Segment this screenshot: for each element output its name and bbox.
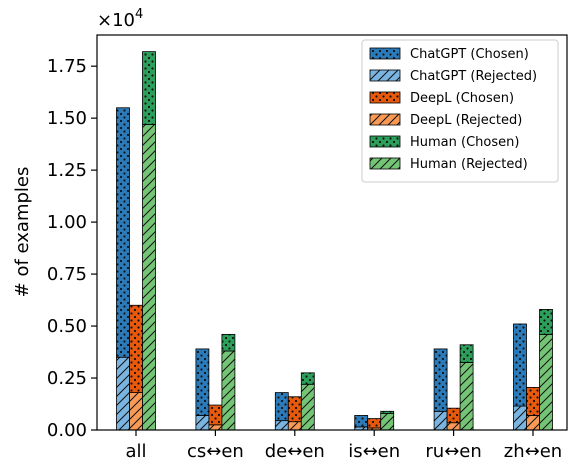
- y-tick-label: 0.50: [47, 316, 87, 337]
- x-tick-label: cs↔en: [187, 441, 244, 459]
- bar-human-chosen: [300, 372, 315, 385]
- bar-chatgpt-rejected: [433, 410, 448, 431]
- y-tick-label: 1.25: [47, 160, 87, 181]
- bar-human-rejected: [380, 412, 395, 431]
- legend-swatch: [369, 91, 401, 104]
- y-axis-scale-label: ×104: [97, 7, 143, 31]
- bar-chatgpt-chosen: [354, 415, 369, 428]
- legend-label: Human (Chosen): [410, 135, 519, 150]
- y-axis-ticks: 0.00 0.25 0.50 0.75 1.00 1.25 1.50 1.75: [47, 56, 97, 441]
- bar-human-chosen: [539, 309, 553, 335]
- bar-human-chosen: [459, 344, 474, 363]
- bar-deepl-rejected: [446, 422, 461, 431]
- bar-human-chosen: [142, 51, 156, 125]
- bar-human-rejected: [221, 350, 236, 431]
- bar-chatgpt-rejected: [513, 405, 527, 431]
- y-tick-label: 1.50: [47, 108, 87, 129]
- bar-deepl-chosen: [446, 407, 461, 424]
- bar-deepl-rejected: [208, 424, 223, 431]
- y-tick-label: 1.00: [47, 212, 87, 233]
- bar-chatgpt-chosen: [116, 107, 130, 358]
- legend: ChatGPT (Chosen) ChatGPT (Rejected) DeepL …: [361, 39, 559, 183]
- bar-human-rejected: [300, 383, 315, 431]
- legend-box: [361, 39, 559, 183]
- legend-label: DeepL (Rejected): [410, 113, 522, 128]
- bar-human-chosen: [221, 333, 236, 352]
- legend-label: DeepL (Chosen): [410, 91, 514, 106]
- bar-chatgpt-chosen: [195, 348, 210, 416]
- x-tick-label: de↔en: [265, 441, 325, 459]
- bar-chatgpt-rejected: [274, 420, 289, 431]
- y-axis-title: # of examples: [12, 167, 33, 298]
- legend-label: ChatGPT (Rejected): [410, 69, 537, 84]
- legend-swatch: [369, 157, 401, 170]
- y-tick-label: 0.75: [47, 264, 87, 285]
- bar-deepl-chosen: [287, 396, 302, 423]
- plot-frame: [96, 34, 568, 431]
- bar-deepl-rejected: [129, 392, 143, 431]
- x-axis-ticks: all cs↔en de↔en is↔en ru↔en zh↔en: [125, 430, 562, 459]
- legend-swatch: [369, 69, 401, 82]
- bar-chatgpt-rejected: [195, 415, 210, 431]
- bar-human-chosen: [380, 410, 395, 414]
- y-tick-label: 0.00: [47, 420, 87, 441]
- bar-deepl-rejected: [526, 415, 540, 431]
- bar-deepl-rejected: [287, 421, 302, 431]
- y-tick-label: 1.75: [47, 56, 87, 77]
- bar-human-rejected: [142, 123, 156, 431]
- bar-chatgpt-rejected: [116, 356, 130, 431]
- legend-label: Human (Rejected): [410, 157, 528, 172]
- bar-deepl-chosen: [526, 386, 540, 416]
- y-tick-label: 0.25: [47, 368, 87, 389]
- legend-swatch: [369, 113, 401, 126]
- bar-chatgpt-chosen: [513, 323, 527, 407]
- bar-human-rejected: [539, 333, 553, 431]
- bar-human-rejected: [459, 362, 474, 431]
- x-tick-label: is↔en: [348, 441, 400, 459]
- x-tick-label: zh↔en: [504, 441, 562, 459]
- bars-layer: [116, 51, 553, 431]
- bar-chatgpt-chosen: [274, 392, 289, 422]
- bar-deepl-chosen: [129, 304, 143, 393]
- legend-swatch: [369, 135, 401, 148]
- legend-label: ChatGPT (Chosen): [410, 47, 529, 62]
- x-tick-label: ru↔en: [425, 441, 481, 459]
- x-tick-label: all: [125, 441, 146, 459]
- bar-chatgpt-chosen: [433, 348, 448, 412]
- legend-swatch: [369, 47, 401, 60]
- bar-deepl-chosen: [367, 418, 382, 429]
- bar-deepl-chosen: [208, 404, 223, 426]
